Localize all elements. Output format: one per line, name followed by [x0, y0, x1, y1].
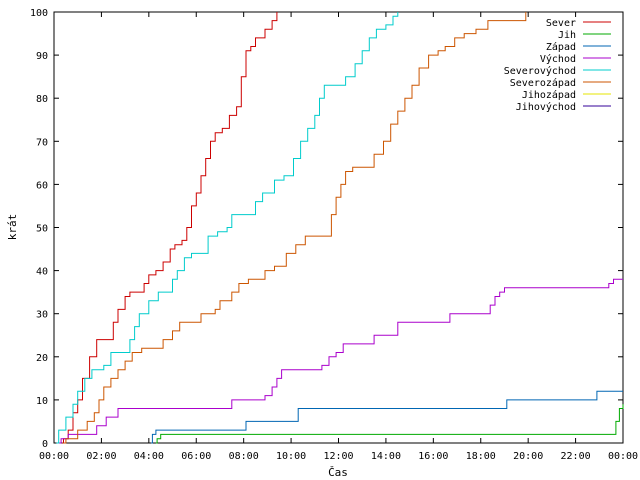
legend: SeverJihZápadVýchodSeverovýchodSeverozáp…: [504, 18, 611, 113]
legend-label: Západ: [546, 41, 576, 53]
y-tick-label: 0: [42, 439, 48, 450]
y-tick-label: 50: [36, 224, 48, 235]
y-tick-label: 20: [36, 353, 48, 364]
series-line: [58, 278, 623, 444]
x-axis-label: Čas: [328, 466, 348, 479]
series-line: [56, 12, 399, 444]
legend-label: Jihovýchod: [516, 101, 576, 113]
x-tick-label: 06:00: [181, 451, 211, 462]
y-tick-label: 100: [30, 8, 48, 19]
y-axis-ticks: 0 10 20 30 40 50 60 70 80 90 100: [30, 8, 623, 450]
y-tick-label: 70: [36, 137, 48, 148]
legend-label: Severozápad: [510, 77, 576, 89]
y-axis-label: krát: [6, 214, 19, 241]
series-line: [63, 12, 527, 444]
y-tick-label: 40: [36, 267, 48, 278]
legend-label: Východ: [540, 53, 576, 65]
y-tick-label: 60: [36, 180, 48, 191]
legend-label: Sever: [546, 18, 576, 29]
series-line: [151, 390, 623, 444]
plot-area: [53, 11, 624, 444]
series-lines: [56, 12, 624, 444]
x-tick-label: 04:00: [134, 451, 164, 462]
x-tick-label: 18:00: [466, 451, 496, 462]
x-tick-label: 00:00: [608, 451, 638, 462]
y-tick-label: 10: [36, 396, 48, 407]
series-line: [62, 12, 278, 444]
x-tick-label: 10:00: [276, 451, 306, 462]
y-tick-label: 90: [36, 51, 48, 62]
legend-label: Jih: [558, 30, 576, 41]
x-axis-ticks: 00:00 02:00 04:00 06:00 08:00 10:00 12:00 14:00…: [39, 12, 638, 462]
x-tick-label: 08:00: [229, 451, 259, 462]
x-tick-label: 16:00: [418, 451, 448, 462]
series-line: [155, 404, 624, 444]
y-tick-label: 80: [36, 94, 48, 105]
x-tick-label: 20:00: [513, 451, 543, 462]
legend-label: Jihozápad: [522, 89, 576, 101]
x-tick-label: 14:00: [371, 451, 401, 462]
x-tick-label: 22:00: [561, 451, 591, 462]
x-tick-label: 12:00: [323, 451, 353, 462]
x-tick-label: 02:00: [86, 451, 116, 462]
legend-label: Severovýchod: [504, 65, 576, 77]
y-tick-label: 30: [36, 310, 48, 321]
x-tick-label: 00:00: [39, 451, 69, 462]
